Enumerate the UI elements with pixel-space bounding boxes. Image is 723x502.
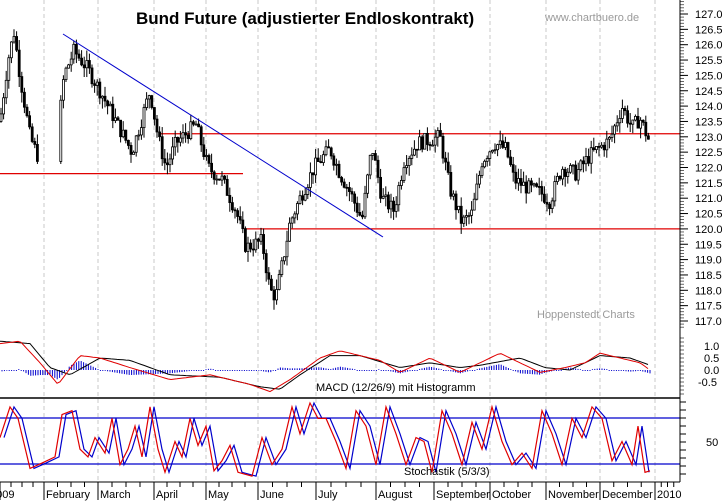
x-tick-label: February [46, 489, 91, 501]
y-tick-label: 118.0 [695, 285, 722, 297]
macd-tick-label: 0.5 [704, 353, 719, 365]
macd-tick-label: -0.5 [698, 377, 717, 389]
macd-label: MACD (12/26/9) mit Histogramm [316, 382, 476, 394]
x-tick-label: 2010 [657, 489, 681, 501]
y-tick-label: 126.5 [695, 24, 723, 36]
x-axis: 2009 February March April May June July August S… [0, 482, 681, 501]
x-tick-label: June [260, 489, 284, 501]
y-tick-label: 122.5 [695, 147, 723, 159]
watermark-chartbuero: www.chartbuero.de [544, 12, 639, 24]
y-tick-label: 117.5 [695, 301, 722, 313]
y-tick-label: 127.0 [695, 9, 723, 21]
y-tick-label: 126.0 [695, 40, 723, 52]
macd-tick-label: 0.0 [704, 365, 719, 377]
x-tick-label: March [100, 489, 131, 501]
stoch-axis-50: 50 [706, 437, 718, 449]
y-tick-label: 119.5 [695, 239, 722, 251]
y-tick-label: 118.5 [695, 270, 722, 282]
month-gridlines [43, 0, 656, 482]
macd-y-axis: 1.00.50.0-0.5 [680, 337, 719, 475]
x-tick-label: July [318, 489, 338, 501]
y-tick-label: 117.0 [695, 316, 722, 328]
stochastic-panel [0, 401, 680, 477]
watermark-hoppenstedt: Hoppenstedt Charts [537, 309, 635, 321]
x-tick-label: September [436, 489, 490, 501]
x-tick-label: October [492, 489, 531, 501]
y-tick-label: 122.0 [695, 163, 723, 175]
x-tick-label: April [156, 489, 178, 501]
y-tick-label: 123.5 [695, 116, 723, 128]
stochastic-label: Stochastik (5/3/3) [404, 466, 490, 478]
chart-title: Bund Future (adjustierter Endloskontrakt… [136, 9, 474, 28]
price-candles [0, 29, 650, 310]
x-tick-label: 2009 [0, 489, 14, 501]
y-tick-label: 119.0 [695, 255, 722, 267]
x-tick-label: May [208, 489, 229, 501]
macd-panel [0, 340, 651, 393]
y-tick-label: 125.0 [695, 70, 723, 82]
x-tick-label: November [548, 489, 599, 501]
y-tick-label: 125.5 [695, 55, 723, 67]
x-tick-label: December [602, 489, 653, 501]
trendline [62, 33, 384, 238]
x-tick-label: August [378, 489, 412, 501]
y-tick-label: 120.0 [695, 224, 723, 236]
y-tick-label: 121.0 [695, 193, 723, 205]
macd-tick-label: 1.0 [704, 341, 719, 353]
y-tick-label: 124.5 [695, 86, 723, 98]
y-tick-label: 121.5 [695, 178, 723, 190]
y-tick-label: 124.0 [695, 101, 723, 113]
y-tick-label: 123.0 [695, 132, 723, 144]
y-tick-label: 120.5 [695, 209, 723, 221]
price-y-axis: 127.0 126.5 126.0 125.5 125.0 124.5 124.0 123.5… [680, 1, 723, 328]
